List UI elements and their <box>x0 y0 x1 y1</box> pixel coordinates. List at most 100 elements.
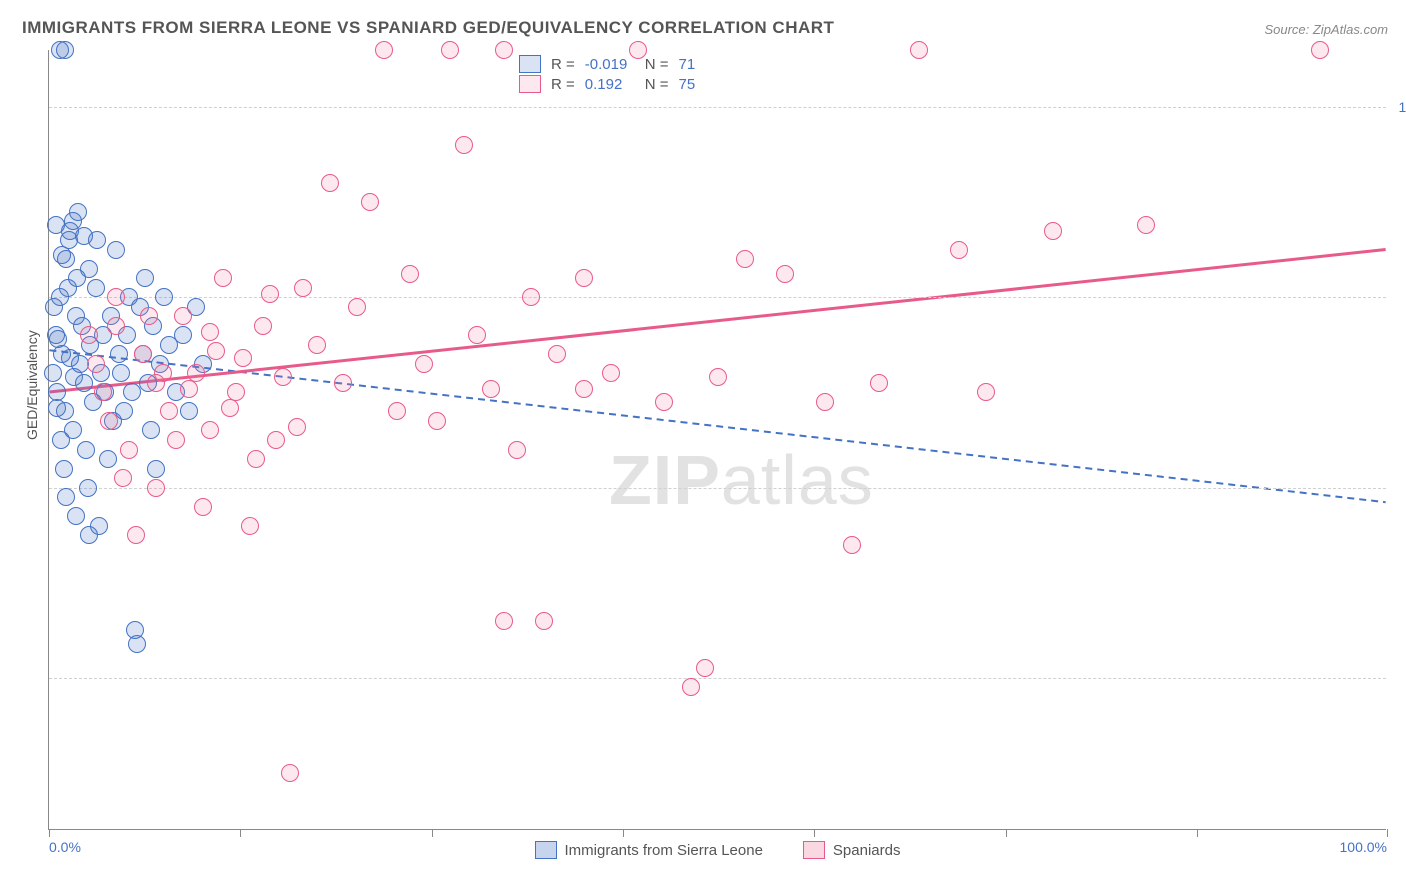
legend-top-row: R =0.192N =75 <box>519 75 729 93</box>
data-point <box>950 241 968 259</box>
data-point <box>56 41 74 59</box>
data-point <box>267 431 285 449</box>
data-point <box>575 269 593 287</box>
data-point <box>47 216 65 234</box>
y-axis-title: GED/Equivalency <box>24 330 40 440</box>
data-point <box>522 288 540 306</box>
data-point <box>655 393 673 411</box>
data-point <box>334 374 352 392</box>
data-point <box>776 265 794 283</box>
data-point <box>294 279 312 297</box>
data-point <box>52 431 70 449</box>
data-point <box>45 298 63 316</box>
data-point <box>308 336 326 354</box>
data-point <box>214 269 232 287</box>
data-point <box>107 317 125 335</box>
source-label: Source: ZipAtlas.com <box>1264 22 1388 37</box>
data-point <box>128 635 146 653</box>
data-point <box>147 374 165 392</box>
data-point <box>401 265 419 283</box>
data-point <box>274 368 292 386</box>
data-point <box>123 383 141 401</box>
data-point <box>167 431 185 449</box>
data-point <box>441 41 459 59</box>
data-point <box>140 307 158 325</box>
data-point <box>134 345 152 363</box>
data-point <box>155 288 173 306</box>
watermark: ZIPatlas <box>609 440 874 520</box>
data-point <box>174 307 192 325</box>
legend-swatch <box>519 55 541 73</box>
data-point <box>388 402 406 420</box>
data-point <box>428 412 446 430</box>
legend-top-row: R = -0.019 N = 71 <box>519 55 729 73</box>
x-tick-label: 0.0% <box>49 839 81 855</box>
data-point <box>375 41 393 59</box>
legend-r-label: R = <box>551 56 575 73</box>
x-tick <box>814 829 815 837</box>
data-point <box>1311 41 1329 59</box>
data-point <box>495 612 513 630</box>
data-point <box>977 383 995 401</box>
data-point <box>281 764 299 782</box>
data-point <box>61 349 79 367</box>
legend-n-label: N = <box>645 56 669 73</box>
data-point <box>321 174 339 192</box>
data-point <box>79 479 97 497</box>
data-point <box>535 612 553 630</box>
data-point <box>65 368 83 386</box>
data-point <box>696 659 714 677</box>
data-point <box>99 450 117 468</box>
data-point <box>207 342 225 360</box>
data-point <box>80 260 98 278</box>
data-point <box>495 41 513 59</box>
data-point <box>247 450 265 468</box>
data-point <box>415 355 433 373</box>
legend-bottom-item: Spaniards <box>803 841 901 859</box>
data-point <box>59 279 77 297</box>
regression-lines <box>49 50 1386 829</box>
watermark-bold: ZIP <box>609 441 721 519</box>
data-point <box>87 279 105 297</box>
y-tick-label: 100.0% <box>1399 99 1406 115</box>
data-point <box>120 441 138 459</box>
gridline-h <box>49 297 1386 298</box>
data-point <box>147 460 165 478</box>
data-point <box>234 349 252 367</box>
data-point <box>254 317 272 335</box>
data-point <box>174 326 192 344</box>
legend-n-value: 71 <box>679 56 729 73</box>
data-point <box>201 421 219 439</box>
gridline-h <box>49 678 1386 679</box>
data-point <box>241 517 259 535</box>
data-point <box>288 418 306 436</box>
data-point <box>147 479 165 497</box>
data-point <box>261 285 279 303</box>
x-tick-label: 100.0% <box>1340 839 1387 855</box>
data-point <box>48 399 66 417</box>
data-point <box>80 326 98 344</box>
data-point <box>107 241 125 259</box>
legend-r-value: -0.019 <box>585 56 635 73</box>
data-point <box>67 507 85 525</box>
x-tick <box>432 829 433 837</box>
x-tick <box>49 829 50 837</box>
data-point <box>69 203 87 221</box>
data-point <box>107 288 125 306</box>
data-point <box>870 374 888 392</box>
data-point <box>468 326 486 344</box>
data-point <box>57 488 75 506</box>
legend-n-value: 75 <box>679 76 729 93</box>
data-point <box>736 250 754 268</box>
gridline-h <box>49 488 1386 489</box>
data-point <box>100 412 118 430</box>
gridline-h <box>49 107 1386 108</box>
x-tick <box>1006 829 1007 837</box>
data-point <box>110 345 128 363</box>
x-tick <box>1387 829 1388 837</box>
legend-bottom: Immigrants from Sierra LeoneSpaniards <box>49 841 1386 859</box>
chart-area: ZIPatlas R =-0.019N =71R =0.192N =75 Imm… <box>48 50 1386 830</box>
data-point <box>114 469 132 487</box>
watermark-rest: atlas <box>721 441 874 519</box>
data-point <box>1137 216 1155 234</box>
